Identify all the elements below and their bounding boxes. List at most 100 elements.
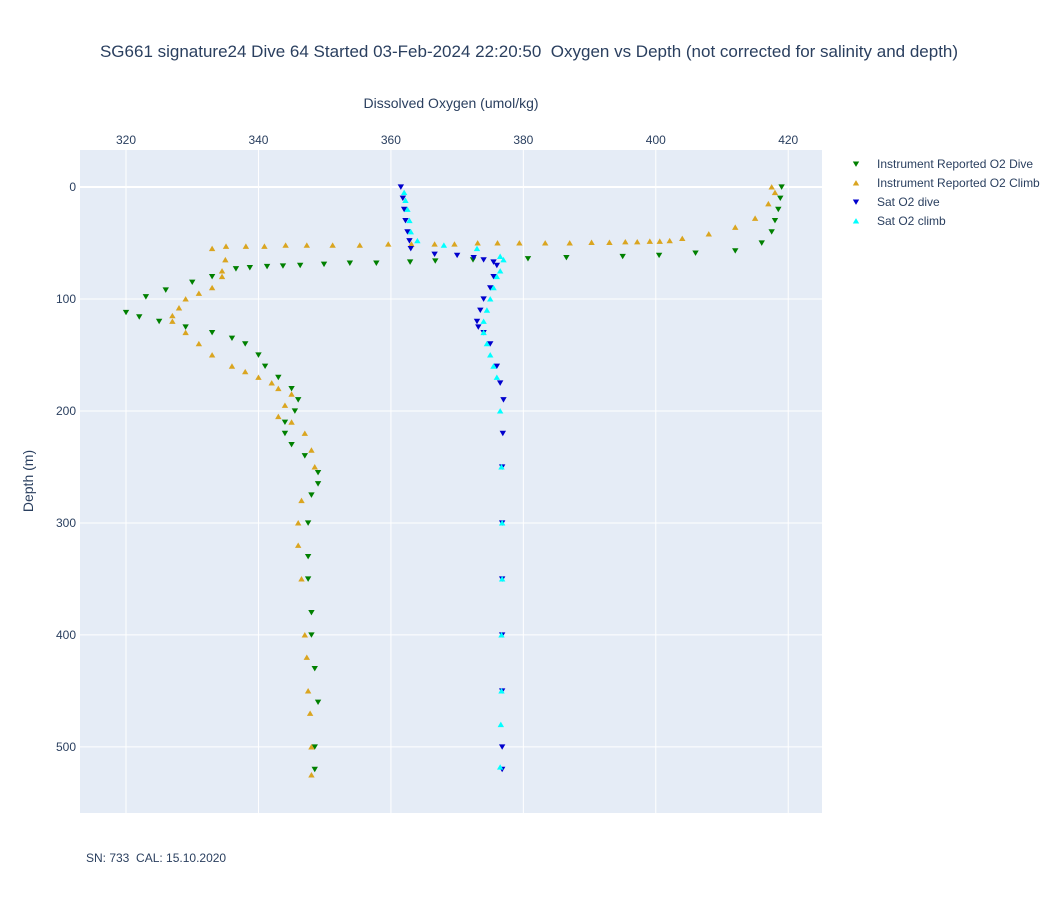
point bbox=[473, 318, 481, 325]
point bbox=[655, 252, 663, 259]
point bbox=[566, 240, 573, 246]
point bbox=[480, 296, 487, 302]
point bbox=[304, 520, 312, 526]
point bbox=[208, 273, 216, 280]
point bbox=[496, 764, 504, 770]
point bbox=[440, 242, 448, 248]
legend-label: Instrument Reported O2 Climb bbox=[877, 176, 1040, 190]
point bbox=[775, 206, 782, 213]
point bbox=[294, 542, 302, 548]
point bbox=[490, 284, 497, 291]
point bbox=[308, 744, 315, 750]
point bbox=[475, 324, 482, 330]
point bbox=[208, 245, 216, 252]
point bbox=[493, 262, 501, 269]
point bbox=[771, 189, 779, 196]
point bbox=[281, 419, 289, 426]
point bbox=[195, 290, 203, 296]
point bbox=[480, 329, 487, 336]
point bbox=[768, 184, 775, 190]
point bbox=[385, 241, 392, 247]
point bbox=[516, 240, 523, 246]
series bbox=[122, 184, 785, 773]
point bbox=[431, 251, 438, 258]
point bbox=[261, 363, 269, 370]
point bbox=[282, 242, 289, 248]
legend-marker bbox=[852, 180, 860, 186]
point bbox=[182, 329, 189, 336]
point bbox=[232, 266, 240, 272]
point bbox=[656, 238, 663, 244]
chart-title: SG661 signature24 Dive 64 Started 03-Feb… bbox=[100, 42, 958, 61]
point bbox=[402, 217, 409, 224]
point bbox=[308, 609, 315, 616]
point bbox=[175, 305, 183, 311]
point bbox=[311, 766, 318, 773]
point bbox=[619, 253, 626, 260]
point bbox=[490, 273, 497, 280]
x-tick-label: 380 bbox=[513, 133, 533, 147]
point bbox=[431, 241, 438, 247]
point bbox=[758, 240, 765, 246]
point bbox=[329, 242, 336, 248]
point bbox=[311, 744, 318, 750]
point bbox=[288, 385, 295, 392]
point bbox=[498, 464, 505, 470]
x-axis-title: Dissolved Oxygen (umol/kg) bbox=[363, 95, 538, 111]
point bbox=[470, 254, 477, 261]
y-tick-label: 500 bbox=[56, 740, 76, 754]
point bbox=[275, 374, 282, 381]
point bbox=[404, 229, 411, 235]
point bbox=[588, 239, 595, 245]
point bbox=[308, 632, 315, 638]
point bbox=[246, 265, 254, 271]
point bbox=[222, 256, 229, 263]
point bbox=[306, 710, 314, 716]
point bbox=[487, 341, 494, 347]
point bbox=[541, 240, 549, 246]
point bbox=[622, 238, 629, 245]
point bbox=[218, 268, 226, 274]
legend-marker bbox=[852, 161, 860, 167]
point bbox=[765, 200, 772, 207]
point bbox=[496, 408, 504, 414]
point bbox=[291, 408, 299, 414]
y-tick-label: 0 bbox=[69, 180, 76, 194]
point bbox=[705, 231, 712, 237]
point bbox=[490, 363, 497, 369]
point bbox=[169, 318, 176, 324]
point bbox=[308, 492, 315, 498]
point bbox=[208, 329, 216, 336]
legend-label: Sat O2 climb bbox=[877, 214, 946, 228]
point bbox=[122, 309, 130, 316]
point bbox=[483, 307, 491, 313]
point bbox=[778, 184, 785, 190]
point bbox=[732, 248, 739, 254]
point bbox=[402, 197, 409, 203]
point bbox=[500, 397, 507, 403]
point bbox=[356, 242, 363, 248]
point bbox=[483, 340, 491, 347]
point bbox=[218, 273, 226, 280]
point bbox=[222, 243, 230, 249]
point bbox=[487, 296, 494, 302]
point bbox=[499, 430, 507, 437]
x-tick-label: 360 bbox=[381, 133, 401, 147]
point bbox=[308, 772, 315, 778]
point bbox=[311, 464, 318, 470]
point bbox=[399, 195, 407, 202]
point bbox=[490, 259, 497, 265]
point bbox=[304, 688, 312, 694]
series bbox=[169, 184, 779, 778]
point bbox=[493, 363, 501, 370]
point bbox=[298, 576, 305, 582]
point bbox=[303, 654, 311, 660]
point bbox=[298, 497, 305, 504]
point bbox=[496, 268, 504, 274]
point bbox=[288, 419, 295, 425]
point bbox=[208, 284, 216, 291]
point bbox=[242, 243, 250, 249]
point bbox=[777, 195, 784, 202]
point bbox=[255, 352, 262, 358]
point bbox=[400, 206, 408, 213]
